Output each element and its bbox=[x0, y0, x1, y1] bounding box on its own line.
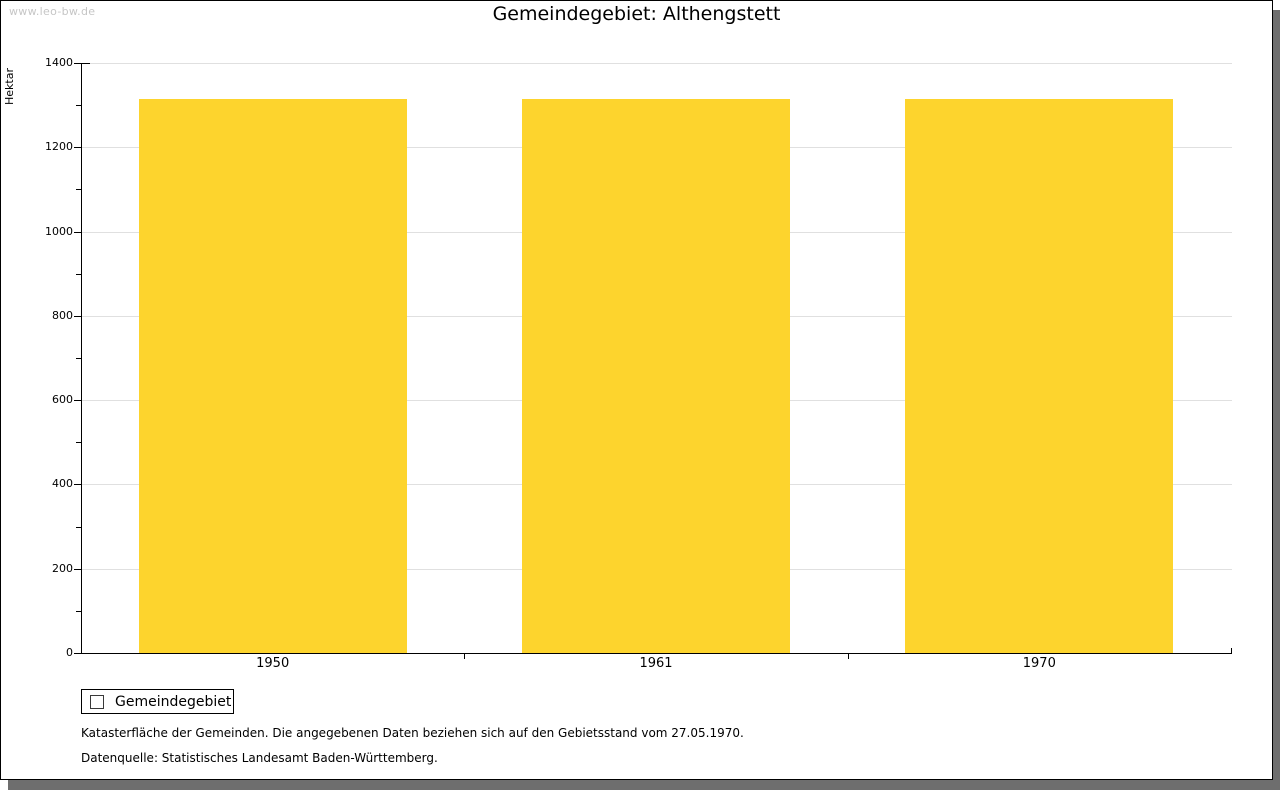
y-tick-200 bbox=[74, 568, 81, 570]
y-tick-800 bbox=[74, 315, 81, 317]
footnote-description: Katasterfläche der Gemeinden. Die angege… bbox=[81, 726, 744, 740]
y-tick-label-800: 800 bbox=[52, 308, 73, 322]
y-tick-1100 bbox=[76, 189, 81, 191]
y-tick-1000 bbox=[74, 231, 81, 233]
x-category-label-1950: 1950 bbox=[256, 656, 290, 671]
x-divider-tick-1 bbox=[464, 653, 466, 659]
x-axis-end-stub bbox=[1231, 648, 1232, 653]
y-axis-title: Hektar bbox=[3, 68, 16, 106]
y-tick-900 bbox=[76, 273, 81, 275]
y-tick-label-400: 400 bbox=[52, 477, 73, 491]
x-divider-tick-2 bbox=[847, 653, 849, 659]
y-tick-label-200: 200 bbox=[52, 561, 73, 575]
y-tick-label-1400: 1400 bbox=[45, 56, 73, 69]
bar-1950 bbox=[138, 99, 407, 653]
legend-swatch-gemeindegebiet bbox=[90, 694, 104, 709]
y-tick-label-1200: 1200 bbox=[45, 140, 73, 154]
legend: Gemeindegebiet bbox=[81, 689, 234, 714]
footnote-source: Datenquelle: Statistisches Landesamt Bad… bbox=[81, 751, 438, 765]
gridline-1400 bbox=[82, 63, 1232, 64]
y-axis-top-stub bbox=[81, 63, 90, 64]
y-tick-0 bbox=[74, 653, 81, 654]
y-tick-1400 bbox=[74, 63, 81, 64]
chart-title: Gemeindegebiet: Althengstett bbox=[492, 3, 781, 25]
y-tick-1300 bbox=[76, 105, 81, 107]
y-tick-100 bbox=[76, 610, 81, 612]
y-tick-label-600: 600 bbox=[52, 393, 73, 407]
y-tick-1200 bbox=[74, 147, 81, 149]
y-axis-line bbox=[81, 63, 82, 653]
bar-1970 bbox=[905, 99, 1174, 653]
y-tick-500 bbox=[76, 442, 81, 444]
y-tick-600 bbox=[74, 400, 81, 402]
x-category-label-1970: 1970 bbox=[1022, 656, 1056, 671]
watermark: www.leo-bw.de bbox=[9, 5, 96, 18]
y-tick-700 bbox=[76, 358, 81, 359]
y-tick-label-1000: 1000 bbox=[45, 224, 73, 238]
x-category-label-1961: 1961 bbox=[639, 656, 673, 671]
bar-1961 bbox=[521, 99, 791, 653]
y-tick-label-0: 0 bbox=[66, 646, 73, 659]
legend-label: Gemeindegebiet bbox=[115, 693, 232, 710]
x-axis-line bbox=[81, 653, 1232, 654]
y-tick-400 bbox=[74, 484, 81, 486]
y-tick-300 bbox=[76, 526, 81, 528]
